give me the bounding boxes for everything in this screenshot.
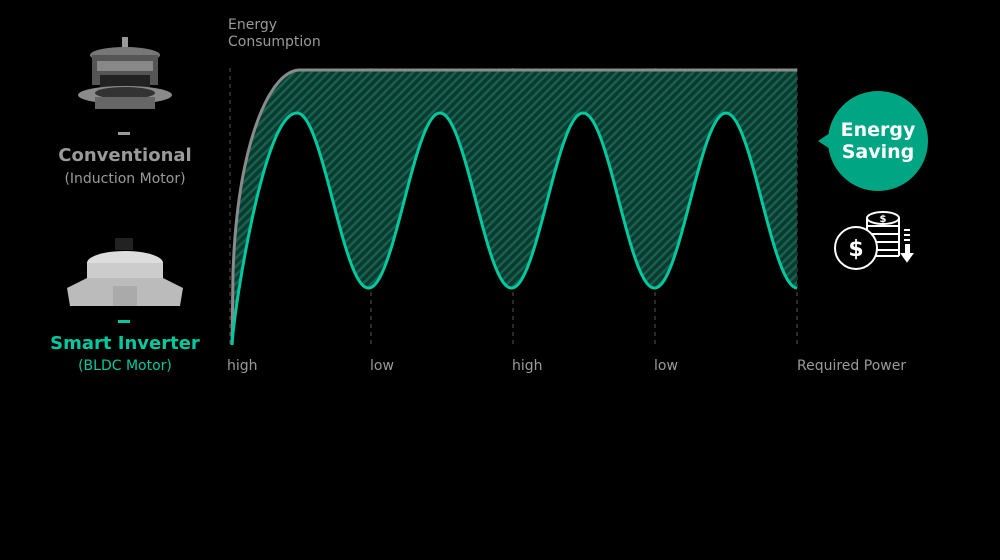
inverter-subtitle: (BLDC Motor) — [78, 358, 172, 374]
bldc-motor-image — [67, 238, 183, 306]
conventional-title: Conventional — [58, 145, 192, 166]
x-axis-title: Required Power — [797, 358, 907, 374]
x-tick-label: low — [370, 358, 394, 374]
svg-text:$: $ — [848, 237, 863, 262]
inverter-curve — [230, 111, 798, 346]
energy-saving-line2: Saving — [841, 141, 915, 163]
conventional-curve — [230, 68, 797, 346]
x-tick-label: low — [654, 358, 678, 374]
inverter-dash — [118, 320, 130, 323]
energy-chart — [229, 68, 798, 346]
x-tick-label: high — [227, 358, 258, 374]
svg-text:$: $ — [880, 214, 887, 225]
energy-saving-bubble: Energy Saving — [818, 91, 928, 191]
induction-motor-image — [78, 37, 172, 109]
inverter-title: Smart Inverter — [50, 333, 200, 354]
y-axis-label-line2: Consumption — [228, 34, 321, 50]
energy-saving-area — [232, 70, 797, 345]
x-tick-label: high — [512, 358, 543, 374]
y-axis-label: Energy Consumption — [228, 17, 321, 51]
energy-saving-line1: Energy — [840, 119, 916, 141]
coins-dollar-down-icon: $ $ — [834, 211, 914, 270]
y-axis-label-line1: Energy — [228, 17, 278, 33]
conventional-subtitle: (Induction Motor) — [64, 171, 186, 187]
conventional-dash — [118, 132, 130, 135]
